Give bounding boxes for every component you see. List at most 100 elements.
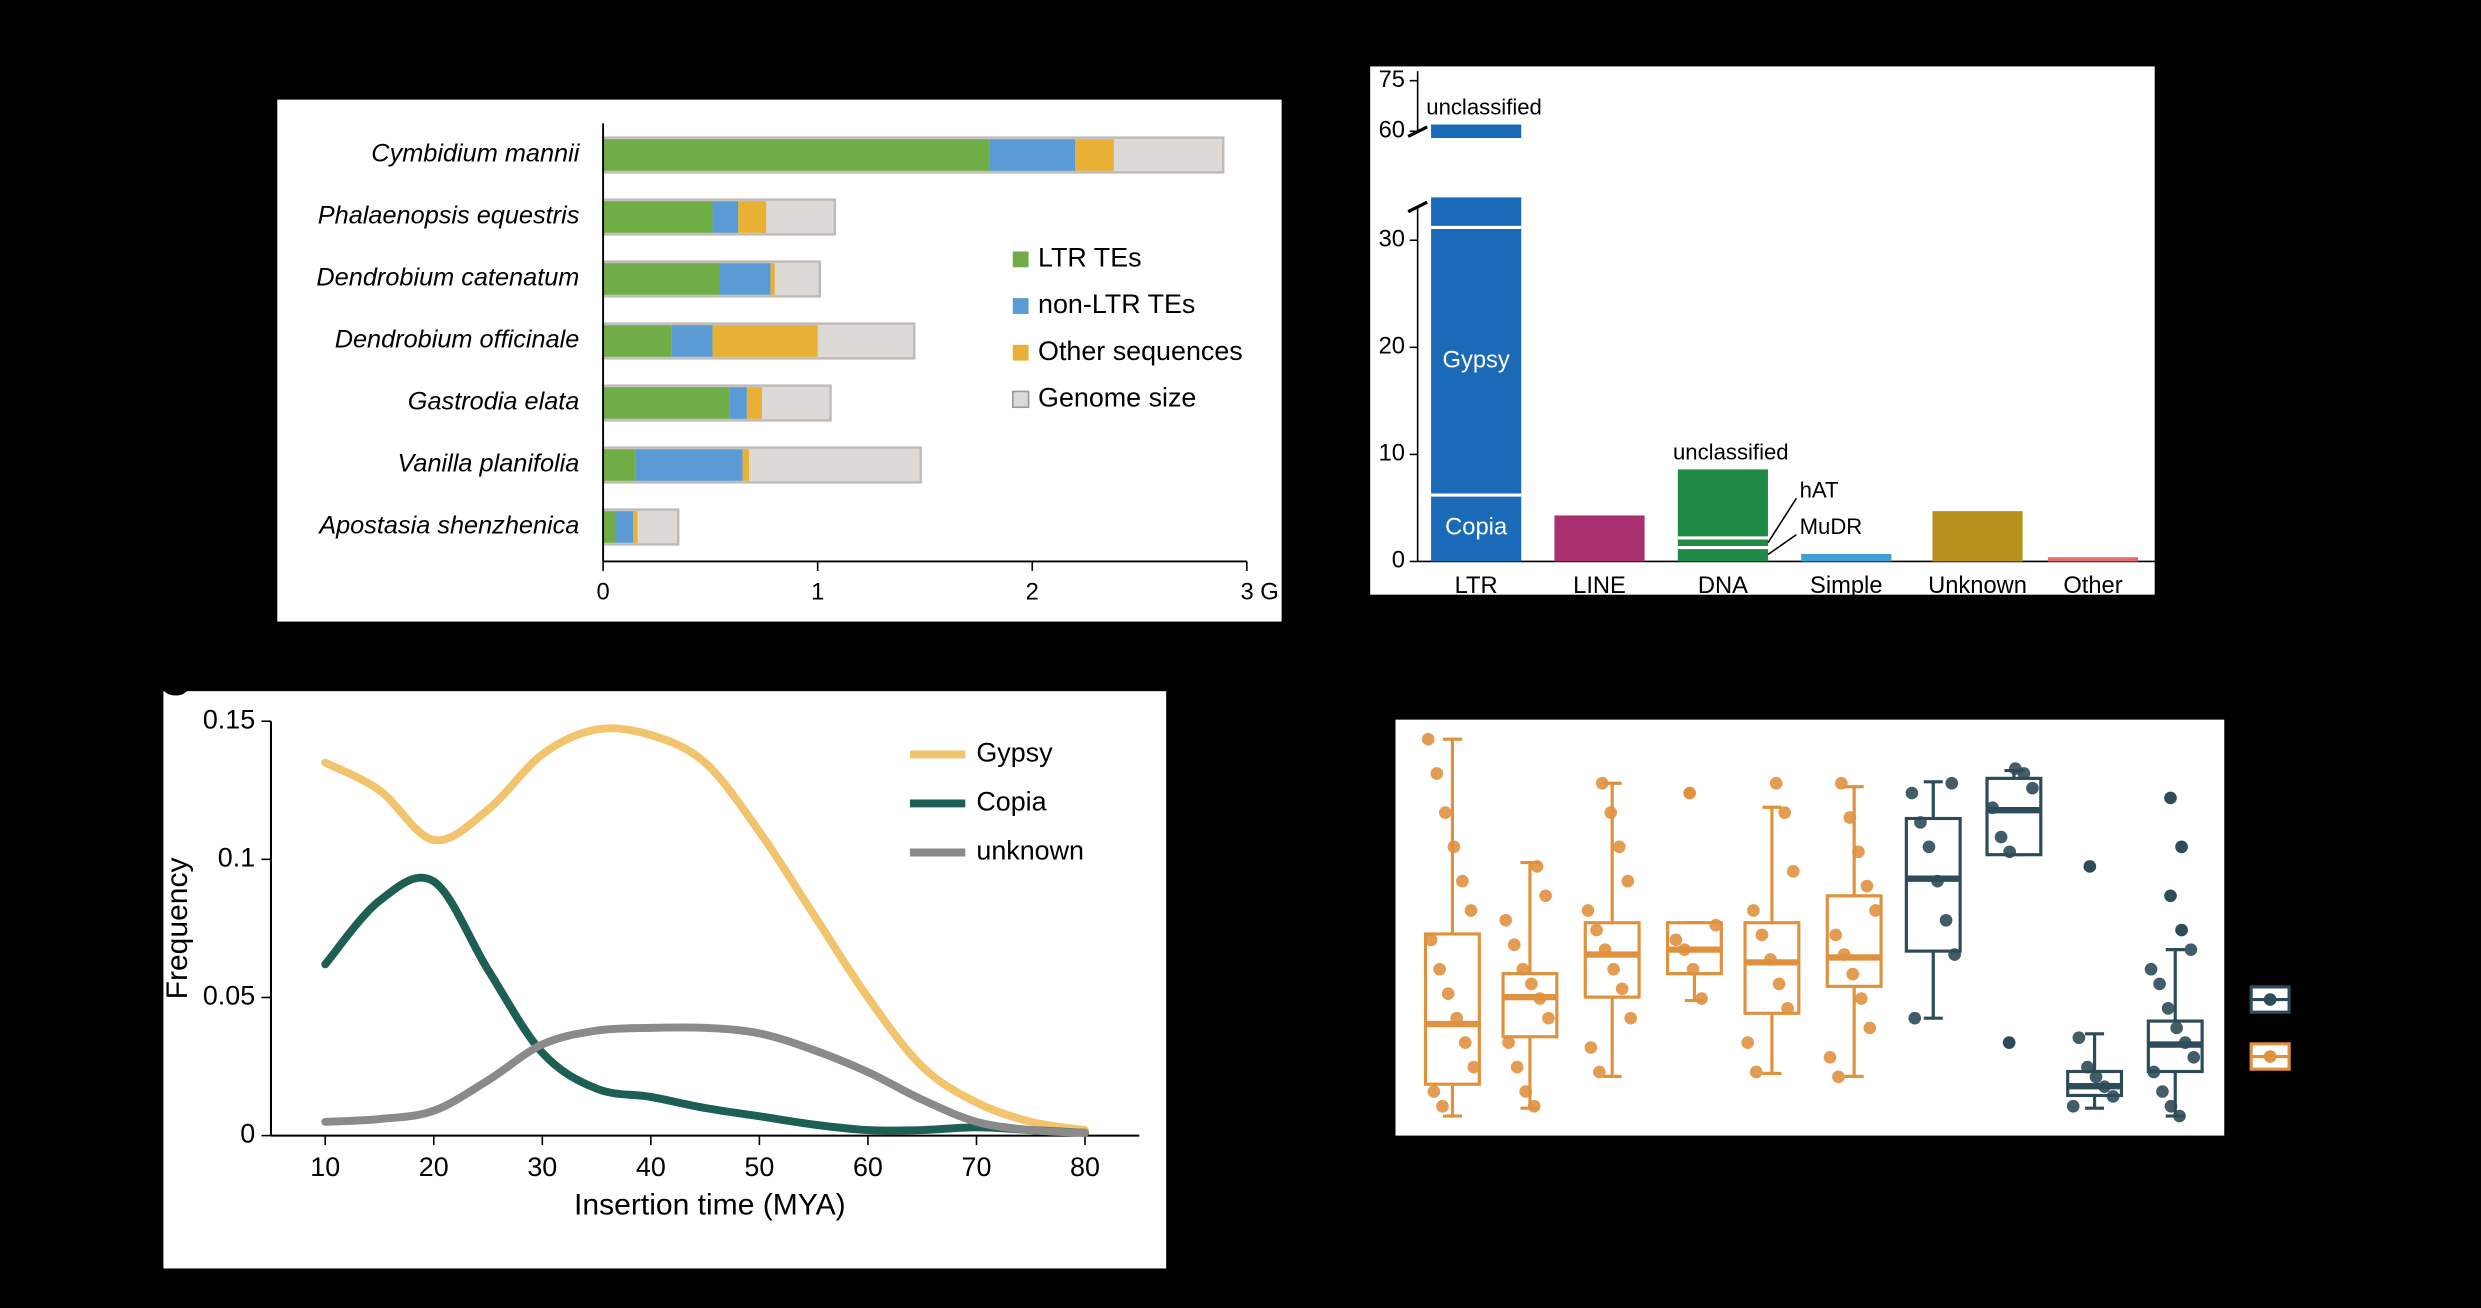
segment-label: hAT xyxy=(1800,478,1839,503)
x-tick-label: 80 xyxy=(1070,1152,1100,1182)
data-point xyxy=(1749,1065,1763,1079)
data-point xyxy=(1741,1036,1755,1049)
leader-line xyxy=(1767,497,1798,544)
data-point xyxy=(1823,1050,1837,1064)
data-point xyxy=(1709,918,1723,932)
data-point xyxy=(1510,1060,1524,1074)
outlier-point xyxy=(2083,860,2097,873)
bar-segment xyxy=(603,449,636,481)
bar-segment xyxy=(603,387,730,419)
data-point xyxy=(2170,1021,2183,1035)
legend-dot xyxy=(2263,993,2277,1006)
legend-label: Genome size xyxy=(1038,382,1196,412)
data-point xyxy=(1612,840,1626,854)
data-point xyxy=(1499,913,1513,927)
data-point xyxy=(1424,933,1438,947)
data-point xyxy=(1584,1041,1598,1054)
bar-segment xyxy=(603,263,719,295)
x-tick-label: 20 xyxy=(419,1152,449,1182)
data-point xyxy=(1430,767,1444,780)
data-point xyxy=(2003,845,2016,859)
y-tick-label: 20 xyxy=(1379,334,1405,360)
bar-segment xyxy=(738,201,767,233)
x-tick-label: Galadriel xyxy=(1489,1153,1571,1176)
x-tick-label: Unknown xyxy=(1928,573,2027,599)
x-tick-label: CRM xyxy=(1429,1153,1476,1176)
data-point xyxy=(1786,865,1800,878)
bar-segment xyxy=(742,449,750,481)
outlier-point xyxy=(2164,791,2177,805)
data-point xyxy=(1948,948,1961,961)
y-tick-label: 20 xyxy=(1360,1006,1383,1029)
bar-segment xyxy=(712,325,818,357)
x-tick-label: 70 xyxy=(962,1152,992,1182)
panel-label: A xyxy=(171,33,203,82)
y-tick-label: 75 xyxy=(1379,67,1405,93)
category-label: Apostasia shenzhenica xyxy=(317,512,579,540)
bar-segment xyxy=(1801,553,1892,562)
bar-segment xyxy=(1554,515,1645,562)
bar-segment xyxy=(770,263,775,295)
y-tick-label: 0 xyxy=(240,1119,255,1149)
outlier-point xyxy=(2175,923,2188,937)
y-tick-label: 0 xyxy=(1392,548,1405,574)
data-point xyxy=(1854,992,1868,1005)
bar-segment xyxy=(671,325,713,357)
x-tick-label: Other xyxy=(2063,573,2122,599)
data-point xyxy=(2153,977,2166,991)
data-point xyxy=(1458,1036,1472,1049)
data-point xyxy=(1516,962,1530,976)
panel-c-frame xyxy=(163,691,1167,1269)
bar-segment xyxy=(1677,547,1768,562)
box xyxy=(1743,921,1801,1015)
data-point xyxy=(2144,962,2158,976)
data-point xyxy=(1772,977,1786,991)
x-tick-label: LINE xyxy=(1573,573,1626,599)
data-point xyxy=(1436,1099,1449,1113)
data-point xyxy=(1843,811,1857,824)
data-point xyxy=(1519,1085,1532,1098)
bar-segment xyxy=(1431,495,1522,562)
data-point xyxy=(1846,967,1860,981)
data-point xyxy=(1427,1085,1441,1098)
category-label: Dendrobium officinale xyxy=(335,326,580,354)
x-tick-label: Reina xyxy=(1585,1153,1639,1176)
data-point xyxy=(1590,923,1603,937)
outlier-point xyxy=(1683,786,1697,800)
x-tick-label: 3 G xyxy=(1240,579,1278,605)
y-tick-label: 0.1 xyxy=(218,842,255,872)
x-tick-label: Simple xyxy=(1810,573,1883,599)
axis-break xyxy=(1407,200,1428,214)
x-tick-label: 30 xyxy=(527,1152,557,1182)
data-point xyxy=(2066,1099,2080,1113)
data-point xyxy=(2147,1065,2161,1079)
data-point xyxy=(1860,879,1874,893)
x-tick-label: 50 xyxy=(744,1152,774,1182)
legend-dot xyxy=(2263,1050,2277,1063)
data-point xyxy=(2089,1070,2103,1084)
y-tick-label: 60 xyxy=(1360,810,1383,833)
y-tick-label: 10 xyxy=(1379,441,1405,467)
data-point xyxy=(1781,1002,1794,1015)
outlier-point xyxy=(2002,1036,2016,1049)
panel-label: B xyxy=(1301,33,1333,82)
legend-label: non-LTR TEs xyxy=(1038,289,1195,319)
segment-label: MuDR xyxy=(1800,514,1863,539)
legend-label: LTR TEs xyxy=(1038,242,1142,272)
panel-label: D xyxy=(1301,653,1333,702)
data-point xyxy=(2026,781,2039,795)
data-point xyxy=(1438,806,1452,819)
data-point xyxy=(1914,816,1927,829)
data-point xyxy=(1695,992,1708,1005)
data-point xyxy=(1621,874,1635,888)
data-point xyxy=(1525,977,1538,991)
series-line xyxy=(321,724,1089,1135)
data-point xyxy=(1507,938,1521,952)
outlier-point xyxy=(2175,840,2188,854)
y-axis-title: Insertion Time (MYA) xyxy=(1320,800,1350,1050)
x-tick-label: 0 xyxy=(597,579,610,605)
box xyxy=(1423,932,1481,1086)
panel-label: C xyxy=(159,656,191,705)
data-point xyxy=(1852,845,1865,859)
